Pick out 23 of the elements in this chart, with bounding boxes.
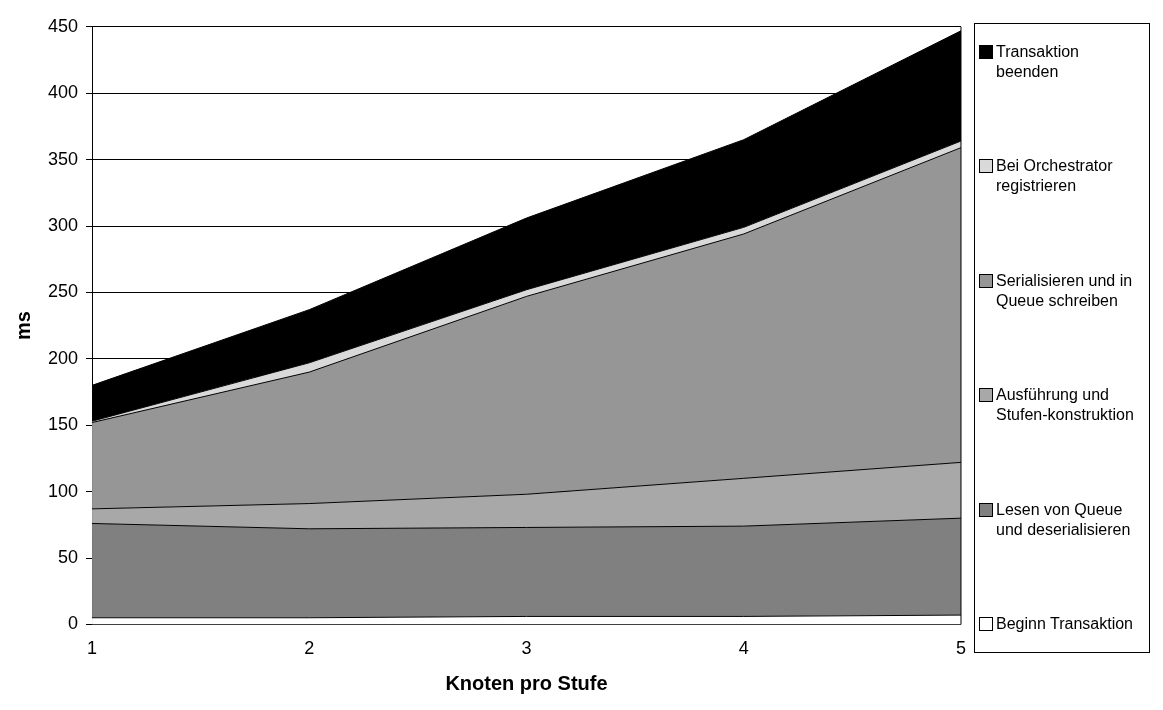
y-tick-label: 350: [47, 148, 79, 169]
legend-label: Ausführung und Stufen-konstruktion: [996, 385, 1135, 426]
legend-label: Bei Orchestrator registrieren: [996, 156, 1114, 197]
x-tick-label: 5: [955, 638, 966, 659]
y-axis-title: ms: [11, 311, 34, 341]
legend-label: Lesen von Queue und deserialisieren: [996, 499, 1132, 540]
y-tick-label: 450: [47, 15, 79, 36]
x-tick-label: 2: [304, 638, 315, 659]
y-tick-label: 300: [47, 214, 79, 235]
y-tick-label: 400: [47, 82, 79, 103]
legend-label: Serialisieren und in Queue schreiben: [996, 270, 1134, 311]
y-tick-label: 250: [47, 281, 79, 302]
x-axis-title: Knoten pro Stufe: [445, 671, 608, 694]
y-tick-label: 150: [47, 414, 79, 435]
legend-label: Transaktion beenden: [996, 42, 1080, 82]
y-tick-label: 200: [47, 347, 79, 368]
x-tick-label: 4: [738, 638, 749, 659]
y-tick-label: 0: [68, 613, 79, 634]
x-tick-label: 1: [87, 638, 98, 659]
y-tick-label: 100: [47, 480, 79, 501]
x-tick-label: 3: [521, 638, 532, 659]
y-tick-label: 50: [58, 546, 79, 567]
legend-label: Beginn Transaktion: [996, 613, 1134, 634]
